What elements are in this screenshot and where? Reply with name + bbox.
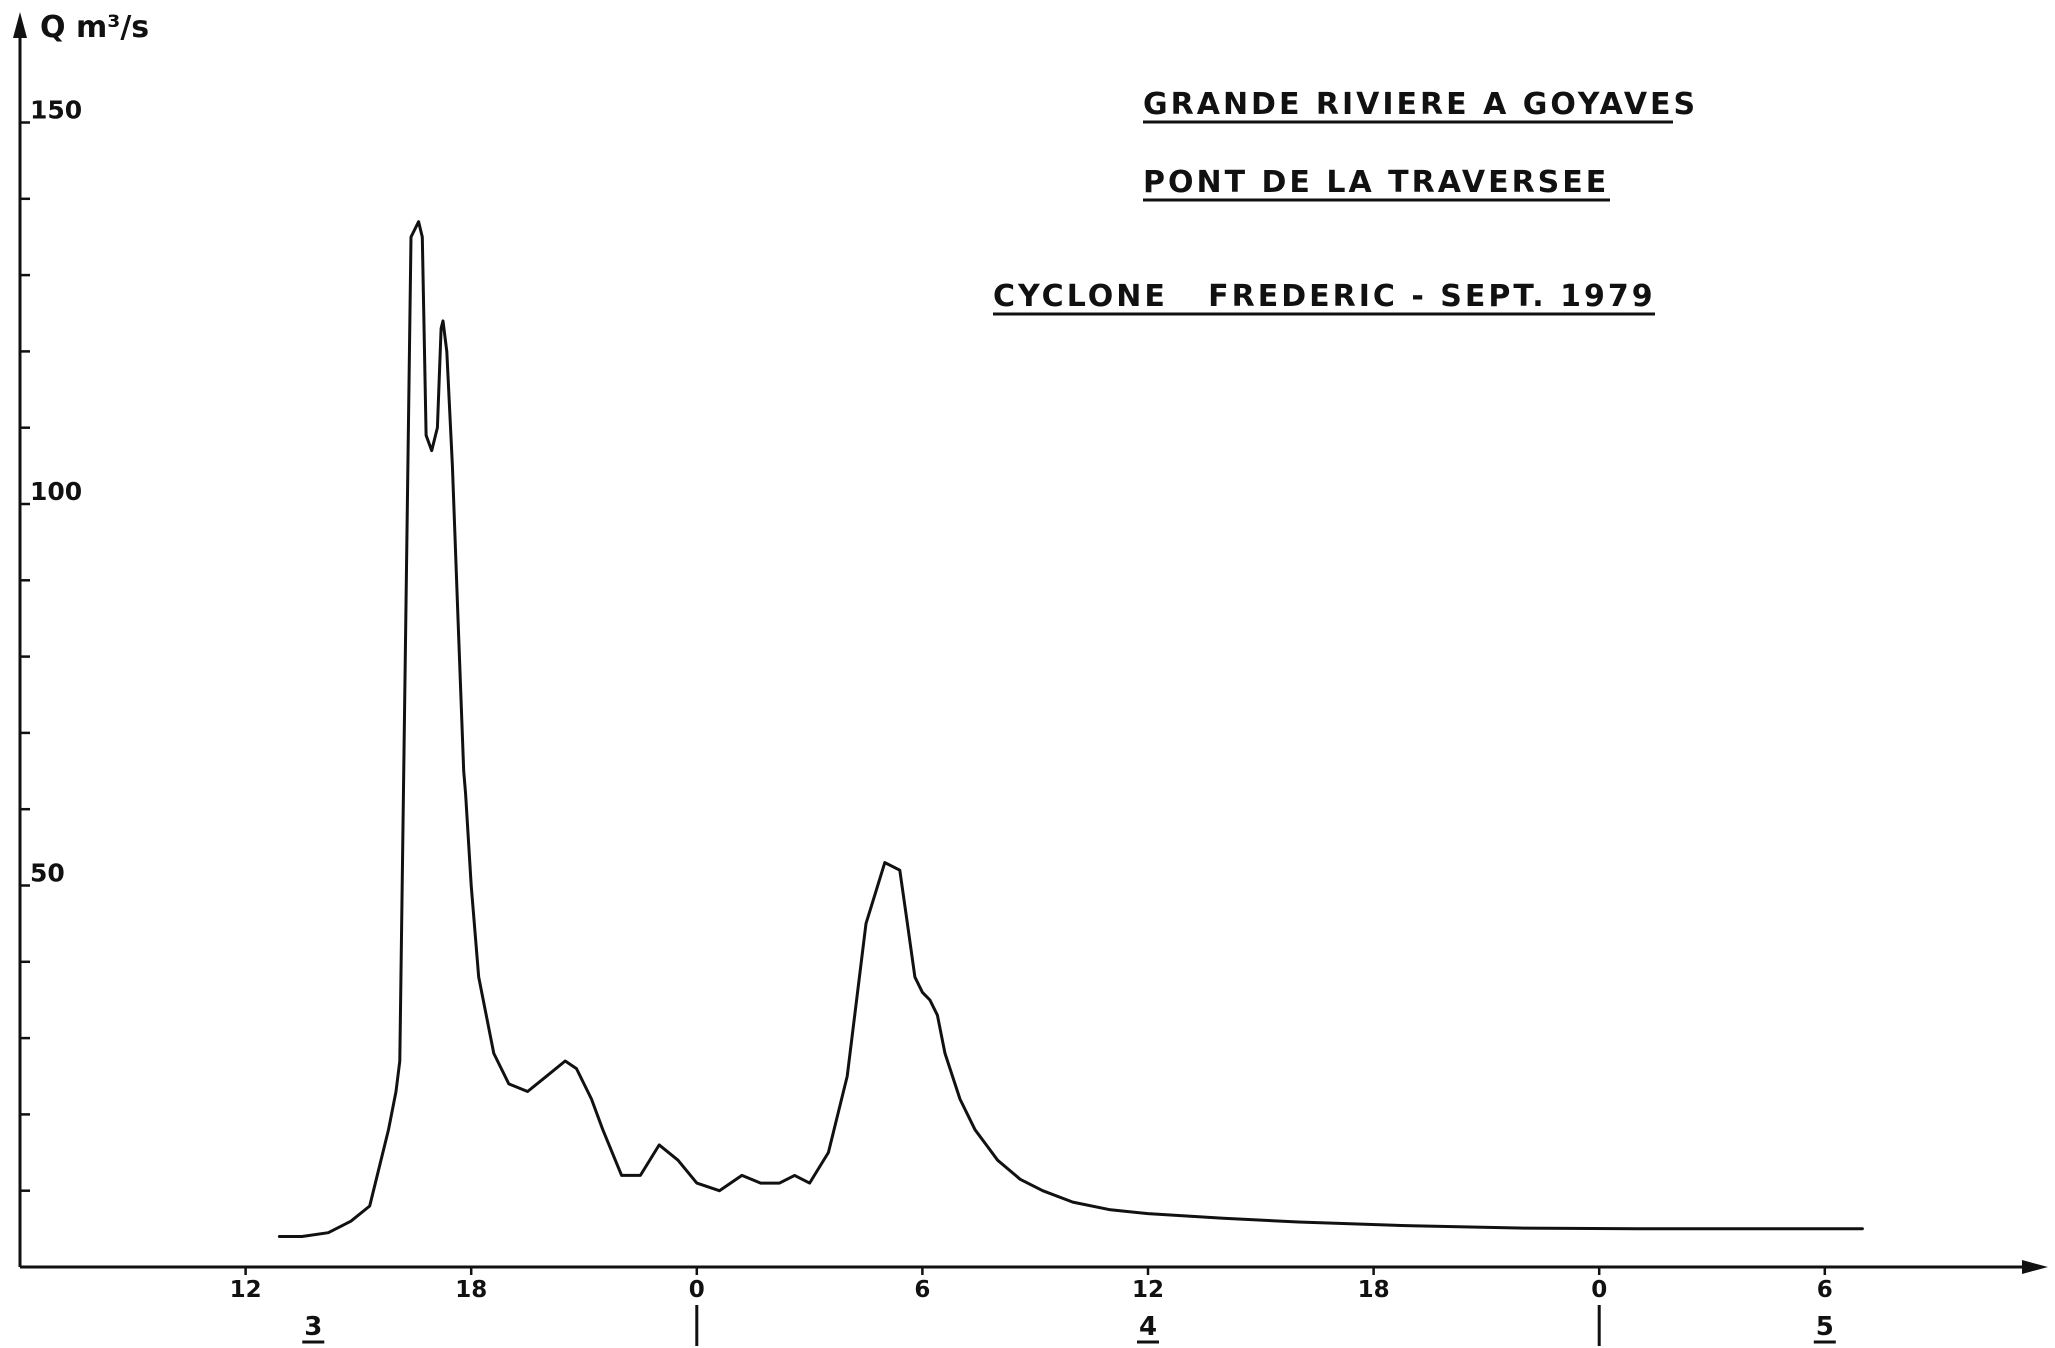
x-tick-label: 12 <box>230 1277 262 1303</box>
chart-title-river: GRANDE RIVIERE A GOYAVES <box>1143 87 1698 122</box>
x-tick-label: 6 <box>914 1277 930 1303</box>
chart-title-station: PONT DE LA TRAVERSEE <box>1143 165 1609 200</box>
x-tick-label: 18 <box>1358 1277 1390 1303</box>
series-layer <box>277 220 1864 1238</box>
discharge-line <box>277 220 1864 1238</box>
chart-title-event: CYCLONE FREDERIC - SEPT. 1979 <box>993 279 1656 314</box>
x-tick-label: 0 <box>1591 1277 1607 1303</box>
y-tick-label: 50 <box>30 859 65 888</box>
chart-title-block: GRANDE RIVIERE A GOYAVES PONT DE LA TRAV… <box>993 87 1698 316</box>
day-label: 3 <box>304 1312 322 1342</box>
x-tick-label: 0 <box>689 1277 705 1303</box>
day-label: 5 <box>1816 1312 1834 1342</box>
ticks: 150 100 50 12 18 0 6 12 18 0 6 3 4 5 <box>20 96 1836 1346</box>
x-axis-arrow <box>2022 1260 2048 1274</box>
y-axis-label: Q m³/s <box>40 10 149 45</box>
x-tick-label: 12 <box>1132 1277 1164 1303</box>
day-label: 4 <box>1139 1312 1157 1342</box>
y-axis-arrow <box>13 12 27 38</box>
x-tick-label: 18 <box>455 1277 487 1303</box>
y-tick-label: 100 <box>30 477 82 506</box>
x-tick-label: 6 <box>1817 1277 1833 1303</box>
axes <box>13 12 2048 1274</box>
y-tick-label: 150 <box>30 96 82 125</box>
